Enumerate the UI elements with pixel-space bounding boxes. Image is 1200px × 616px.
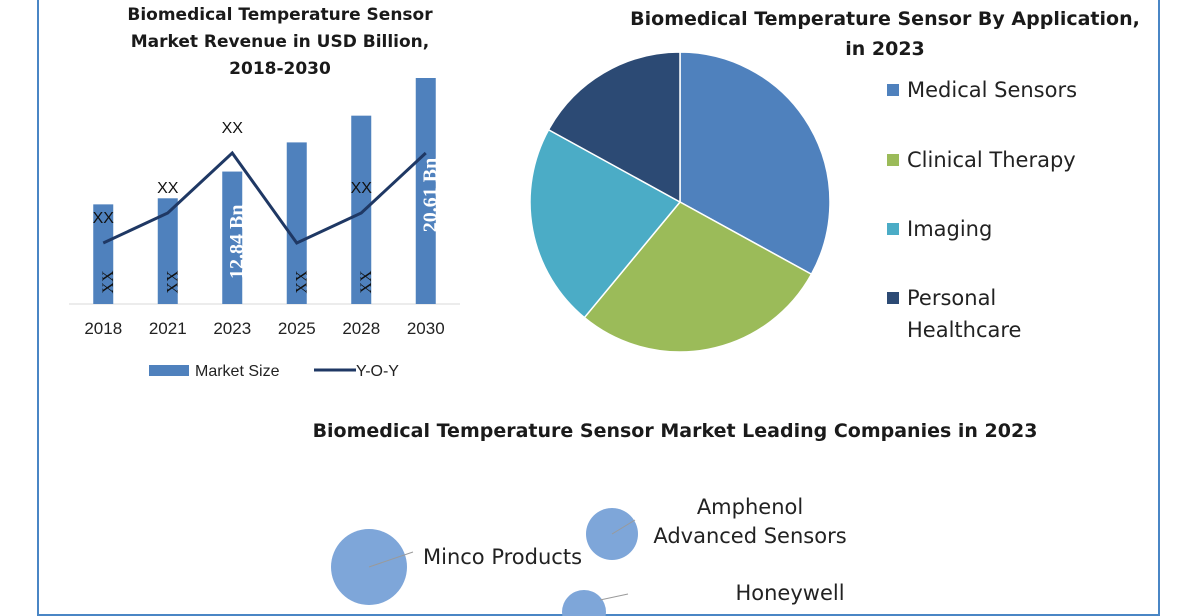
pie-legend-label: Healthcare <box>907 318 1021 342</box>
pie-legend-label: Personal <box>907 286 996 310</box>
bar-2030 <box>415 78 436 304</box>
pie-legend-label: Medical Sensors <box>907 78 1077 102</box>
bar-2021 <box>157 198 178 304</box>
bar-value-label: XX <box>164 270 181 294</box>
bar-line-chart: 2018 XX 2021 XX 2023 12.84 Bn 2025 XX 2028 XX 2030… <box>69 78 460 380</box>
yoy-line <box>102 150 427 245</box>
company-leader-line <box>599 593 629 601</box>
pie-legend-label: Imaging <box>907 217 992 241</box>
bar-2028 <box>351 115 372 305</box>
pie-legend-swatch <box>887 292 899 304</box>
company-label: Minco Products <box>423 545 582 569</box>
bar-2018 <box>93 204 114 304</box>
companies-chart-title: Biomedical Temperature Sensor Market Lea… <box>312 420 1038 442</box>
pie-legend-swatch <box>887 84 899 96</box>
pie-slice-personal-healthcare <box>547 51 681 204</box>
pie-legend-swatch <box>887 154 899 166</box>
bar-2023 <box>222 171 243 304</box>
pie-slice-imaging <box>529 128 682 319</box>
bar-chart-title: Biomedical Temperature Sensor Market Rev… <box>80 2 480 83</box>
x-tick-label: 2021 <box>149 319 187 338</box>
company-label: Advanced Sensors <box>653 524 846 548</box>
bar-chart-title-line-1: Biomedical Temperature Sensor <box>127 5 433 25</box>
bar-value-label: XX <box>100 270 117 294</box>
x-tick-label: 2018 <box>84 319 122 338</box>
yoy-value-label: XX <box>157 180 179 197</box>
company-label: Amphenol <box>697 495 803 519</box>
company-label: Honeywell <box>735 581 844 605</box>
bar-chart-title-line-2: Market Revenue in USD Billion, <box>130 32 430 52</box>
pie-chart-title: Biomedical Temperature Sensor By Applica… <box>600 4 1170 64</box>
yoy-value-label: XX <box>222 120 244 137</box>
pie-chart: Medical Sensors Clinical Therapy Imaging Pe… <box>529 51 1077 353</box>
x-tick-label: 2025 <box>278 319 316 338</box>
bar-value-label: 12.84 Bn <box>226 205 248 279</box>
bar-value-label: 20.61 Bn <box>419 158 441 232</box>
companies-bubble-chart: Minco Products Amphenol Advanced Sensors Ho… <box>331 495 847 616</box>
bar-chart-title-line-3: 2018-2030 <box>229 59 331 79</box>
x-tick-label: 2030 <box>407 319 445 338</box>
company-leader-line <box>368 551 414 568</box>
pie-legend-label: Clinical Therapy <box>907 148 1076 172</box>
company-bubble <box>562 590 606 616</box>
x-tick-label: 2023 <box>213 319 251 338</box>
pie-slice-clinical-therapy <box>583 201 813 353</box>
bar-2025 <box>286 142 307 304</box>
legend-market-size-label: Market Size <box>195 363 280 380</box>
pie-slice-medical-sensors <box>679 51 831 276</box>
yoy-value-label: XX <box>93 210 115 227</box>
company-leader-line <box>611 519 636 535</box>
legend-yoy-label: Y-O-Y <box>356 363 399 380</box>
legend-market-size-swatch <box>149 365 189 376</box>
pie-chart-title-line-1: Biomedical Temperature Sensor By Applica… <box>630 8 1140 30</box>
yoy-value-label: XX <box>351 180 373 197</box>
x-tick-label: 2028 <box>342 319 380 338</box>
bar-value-label: XX <box>293 270 310 294</box>
pie-legend-swatch <box>887 223 899 235</box>
bar-value-label: XX <box>358 270 375 294</box>
pie-chart-title-line-2: in 2023 <box>845 38 925 60</box>
